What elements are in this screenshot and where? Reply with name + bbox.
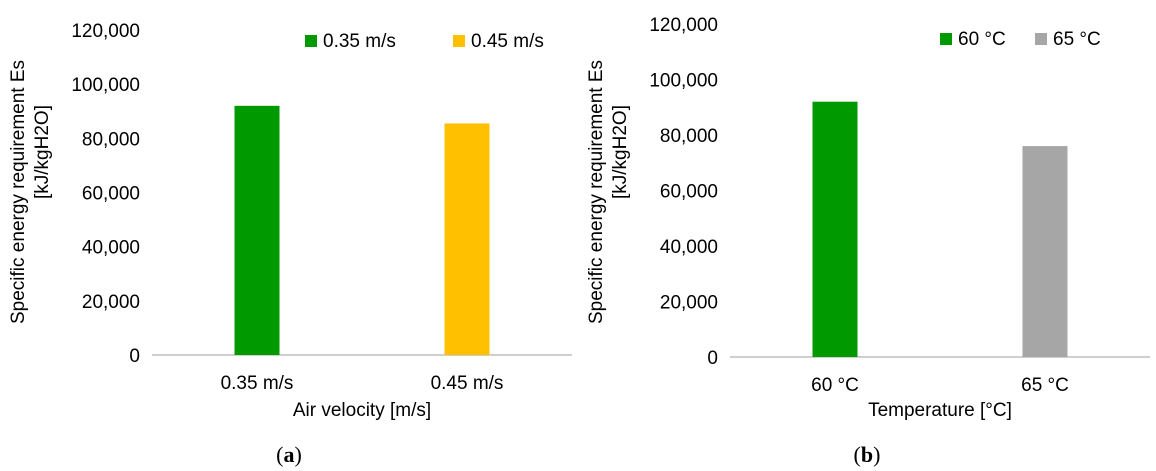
legend-label: 0.45 m/s (471, 31, 544, 52)
x-axis-title: Temperature [°C] (868, 400, 1012, 421)
y-axis-title: Specific energy requirement Es (8, 60, 29, 324)
panel-caption: (b) (854, 442, 881, 467)
legend-swatch (305, 35, 317, 47)
legend-swatch (453, 35, 465, 47)
legend-label: 0.35 m/s (323, 31, 396, 52)
bar (812, 101, 858, 357)
x-tick-label: 0.45 m/s (431, 373, 504, 394)
y-axis-title: Specific energy requirement Es (586, 60, 607, 324)
y-tick-label: 80,000 (82, 129, 140, 150)
y-tick-label: 100,000 (71, 75, 140, 96)
y-tick-label: 60,000 (82, 184, 140, 205)
y-tick-label: 0 (129, 346, 140, 367)
bar (234, 105, 280, 355)
y-tick-label: 80,000 (660, 126, 718, 147)
bar-chart-b: 0 20,000 40,000 60,000 80,000 100,000 120,000 6… (586, 15, 1150, 467)
y-tick-label: 20,000 (82, 292, 140, 313)
x-tick-label: 65 °C (1021, 375, 1069, 396)
chart-panel-b: 0 20,000 40,000 60,000 80,000 100,000 120,000 6… (578, 0, 1156, 471)
y-axis-unit: [kJ/kgH2O] (32, 105, 53, 199)
y-tick-label: 120,000 (71, 21, 140, 42)
legend-label: 60 °C (958, 29, 1006, 50)
y-tick-label: 40,000 (660, 237, 718, 258)
bar (1022, 146, 1068, 357)
y-tick-label: 60,000 (660, 182, 718, 203)
legend-swatch (940, 33, 952, 45)
x-tick-label: 0.35 m/s (221, 373, 294, 394)
y-tick-label: 0 (707, 348, 718, 369)
x-axis-title: Air velocity [m/s] (293, 400, 431, 421)
panel-caption: (a) (276, 442, 302, 467)
y-tick-label: 100,000 (649, 71, 718, 92)
bar-chart-a: 0 20,000 40,000 60,000 80,000 100,000 120,000 0… (8, 21, 572, 467)
legend-swatch (1035, 33, 1047, 45)
y-tick-label: 40,000 (82, 238, 140, 259)
y-axis-unit: [kJ/kgH2O] (610, 105, 631, 199)
y-tick-label: 20,000 (660, 293, 718, 314)
chart-panel-a: 0 20,000 40,000 60,000 80,000 100,000 120,000 0… (8, 21, 572, 467)
legend-label: 65 °C (1053, 29, 1101, 50)
y-tick-label: 120,000 (649, 15, 718, 36)
x-tick-label: 60 °C (811, 375, 859, 396)
bar (444, 123, 490, 355)
